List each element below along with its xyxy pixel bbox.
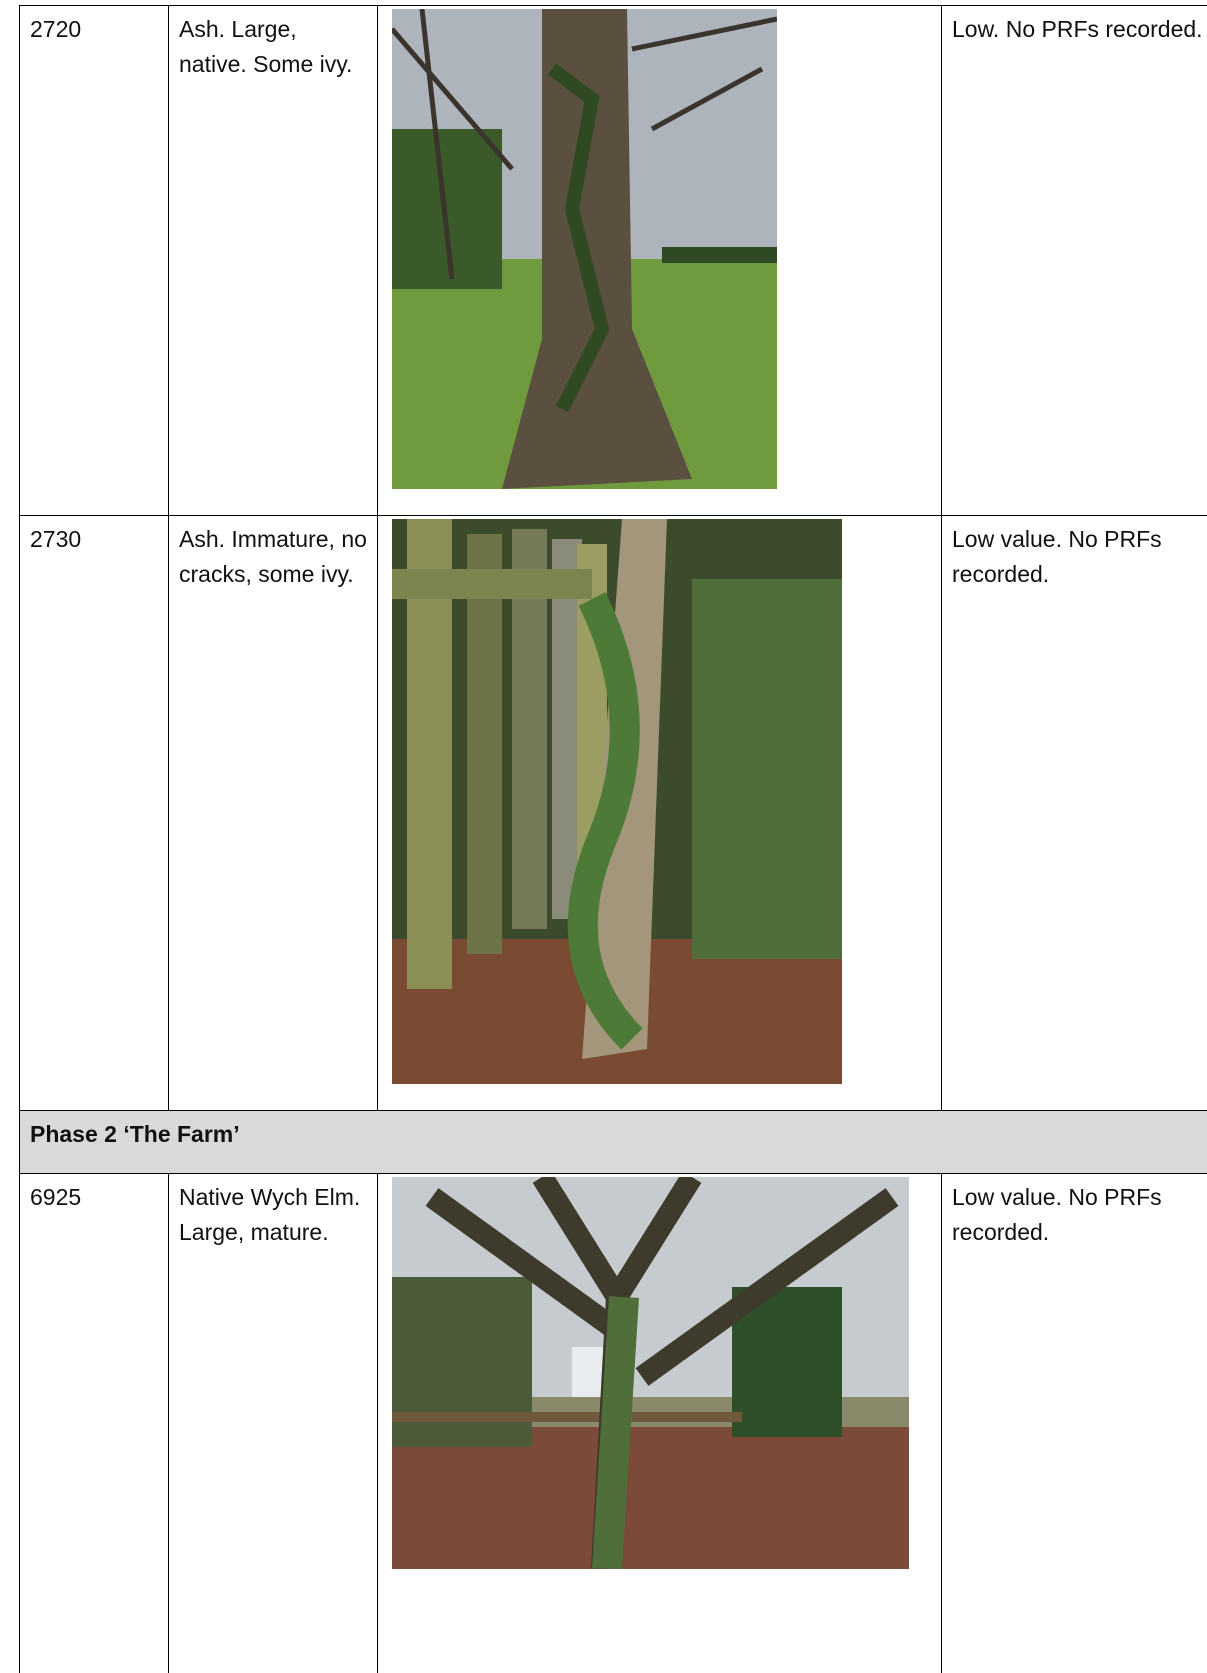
section-row: Phase 2 ‘The Farm’ xyxy=(19,1110,1207,1174)
tree-id: 6925 xyxy=(19,1173,169,1673)
tree-description: Native Wych Elm. Large, mature. xyxy=(168,1173,378,1673)
table-row: 2730 Ash. Immature, no cracks, some ivy.… xyxy=(19,515,1207,1111)
tree-description: Ash. Immature, no cracks, some ivy. xyxy=(168,515,378,1111)
table-row: 6925 Native Wych Elm. Large, mature. Low… xyxy=(19,1173,1207,1673)
assessment: Low value. No PRFs recorded. xyxy=(941,1173,1207,1673)
table-row: 2720 Ash. Large, native. Some ivy. Low. … xyxy=(19,5,1207,516)
assessment: Low. No PRFs recorded. xyxy=(941,5,1207,516)
tree-description: Ash. Large, native. Some ivy. xyxy=(168,5,378,516)
tree-id: 2720 xyxy=(19,5,169,516)
tree-photo xyxy=(392,9,777,489)
section-title: Phase 2 ‘The Farm’ xyxy=(19,1110,1207,1174)
survey-table: 2720 Ash. Large, native. Some ivy. Low. … xyxy=(19,5,1207,1673)
tree-photo xyxy=(392,519,842,1084)
photo-cell xyxy=(377,1173,942,1673)
tree-id: 2730 xyxy=(19,515,169,1111)
photo-cell xyxy=(377,5,942,516)
tree-photo xyxy=(392,1177,909,1569)
photo-cell xyxy=(377,515,942,1111)
assessment: Low value. No PRFs recorded. xyxy=(941,515,1207,1111)
